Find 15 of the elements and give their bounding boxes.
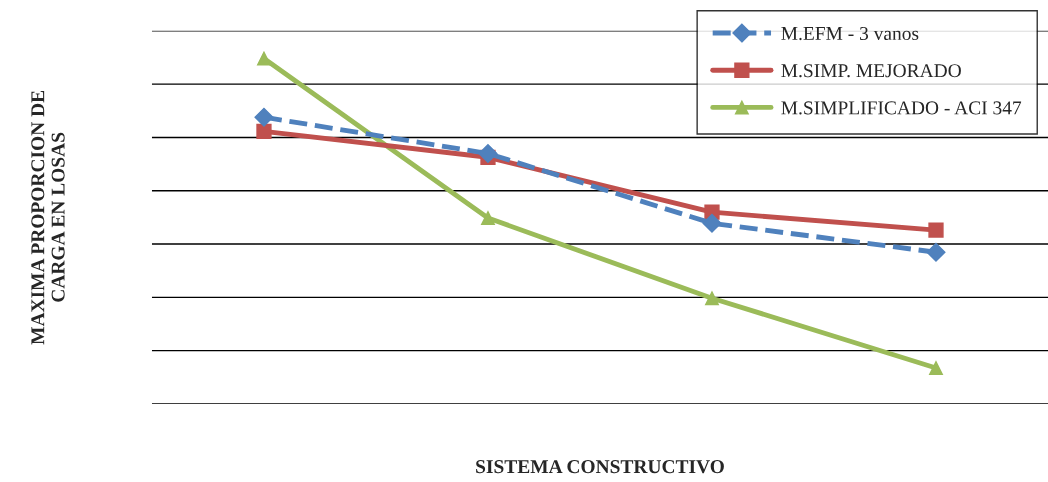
- point: [478, 143, 498, 164]
- y-axis-title: MAXIMA PROPORCION DE CARGA EN LOSAS: [31, 90, 65, 345]
- legend-label: M.EFM - 3 vanos: [781, 26, 919, 41]
- point: [705, 291, 719, 306]
- point: [926, 242, 946, 262]
- point: [702, 213, 722, 233]
- point: [481, 211, 495, 226]
- point: [928, 222, 944, 238]
- legend-label: M.SIMP. MEJORADO: [781, 64, 961, 78]
- point: [256, 123, 272, 140]
- point: [929, 361, 943, 375]
- point: [254, 107, 274, 127]
- point: [257, 51, 271, 66]
- legend-label: M.SIMPLIFICADO - ACI 347: [781, 101, 1022, 115]
- x-axis-title: SISTEMA CONSTRUCTIVO: [476, 460, 724, 474]
